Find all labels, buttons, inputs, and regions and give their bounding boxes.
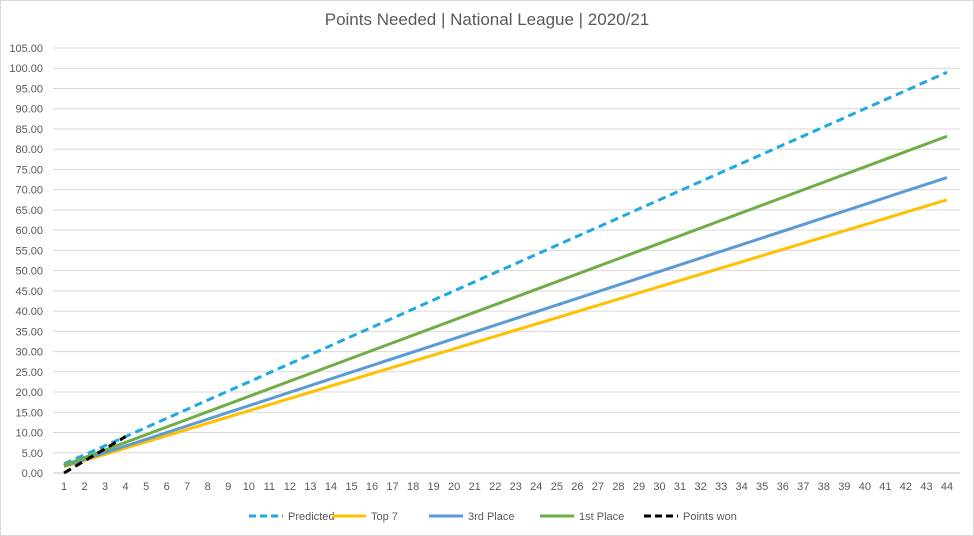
legend-item: 1st Place bbox=[540, 511, 624, 523]
x-tick-label: 43 bbox=[920, 481, 932, 493]
legend-item: Predicted bbox=[249, 511, 334, 523]
y-tick-label: 40.00 bbox=[15, 306, 43, 318]
x-tick-label: 42 bbox=[900, 481, 912, 493]
x-tick-label: 20 bbox=[448, 481, 460, 493]
y-tick-label: 10.00 bbox=[15, 428, 43, 440]
y-tick-label: 15.00 bbox=[15, 407, 43, 419]
x-tick-label: 3 bbox=[102, 481, 108, 493]
x-tick-label: 2 bbox=[81, 481, 87, 493]
x-tick-label: 6 bbox=[164, 481, 170, 493]
x-tick-label: 28 bbox=[612, 481, 624, 493]
series-line-top-7 bbox=[63, 198, 948, 469]
x-tick-label: 17 bbox=[386, 481, 398, 493]
legend: Predicted Top 7 3rd Place 1st Place Points w… bbox=[249, 511, 737, 523]
y-tick-label: 20.00 bbox=[15, 387, 43, 399]
x-tick-label: 26 bbox=[571, 481, 583, 493]
x-tick-label: 16 bbox=[366, 481, 378, 493]
legend-label: Points won bbox=[683, 511, 737, 523]
x-tick-label: 29 bbox=[633, 481, 645, 493]
y-tick-label: 55.00 bbox=[15, 245, 43, 257]
x-tick-label: 41 bbox=[879, 481, 891, 493]
x-tick-label: 10 bbox=[243, 481, 255, 493]
y-tick-label: 70.00 bbox=[15, 185, 43, 197]
chart-title: Points Needed | National League | 2020/2… bbox=[324, 10, 650, 29]
x-tick-label: 7 bbox=[184, 481, 190, 493]
x-tick-label: 32 bbox=[694, 481, 706, 493]
legend-label: 3rd Place bbox=[468, 511, 514, 523]
x-tick-label: 4 bbox=[123, 481, 129, 493]
legend-label: Predicted bbox=[288, 511, 334, 523]
x-tick-label: 21 bbox=[469, 481, 481, 493]
series-line-predicted bbox=[63, 70, 948, 466]
y-tick-label: 5.00 bbox=[22, 448, 43, 460]
x-tick-label: 18 bbox=[407, 481, 419, 493]
y-tick-label: 85.00 bbox=[15, 124, 43, 136]
y-tick-label: 95.00 bbox=[15, 83, 43, 95]
x-tick-label: 25 bbox=[551, 481, 563, 493]
x-tick-label: 40 bbox=[859, 481, 871, 493]
x-tick-label: 24 bbox=[530, 481, 542, 493]
y-tick-label: 75.00 bbox=[15, 164, 43, 176]
y-tick-label: 80.00 bbox=[15, 144, 43, 156]
x-tick-label: 38 bbox=[818, 481, 830, 493]
x-tick-label: 34 bbox=[736, 481, 748, 493]
legend-label: 1st Place bbox=[579, 511, 624, 523]
x-tick-label: 13 bbox=[304, 481, 316, 493]
y-tick-label: 50.00 bbox=[15, 266, 43, 278]
y-tick-label: 65.00 bbox=[15, 205, 43, 217]
legend-item: 3rd Place bbox=[429, 511, 514, 523]
y-tick-label: 90.00 bbox=[15, 104, 43, 116]
x-tick-label: 14 bbox=[325, 481, 337, 493]
x-tick-label: 19 bbox=[428, 481, 440, 493]
gridlines bbox=[53, 47, 960, 474]
x-axis-ticks: 1 2 3 4 5 6 7 8 9 10 11 12 13 14 15 16 17 18 19 20 21 22 23 24 2… bbox=[61, 481, 953, 493]
y-tick-label: 25.00 bbox=[15, 367, 43, 379]
x-tick-label: 27 bbox=[592, 481, 604, 493]
y-tick-label: 30.00 bbox=[15, 347, 43, 359]
x-tick-label: 36 bbox=[777, 481, 789, 493]
legend-label: Top 7 bbox=[371, 511, 398, 523]
x-tick-label: 31 bbox=[674, 481, 686, 493]
x-tick-label: 11 bbox=[264, 481, 275, 493]
y-tick-label: 45.00 bbox=[15, 286, 43, 298]
series-line-3rd-place bbox=[63, 176, 948, 468]
x-tick-label: 22 bbox=[489, 481, 501, 493]
legend-item: Top 7 bbox=[332, 511, 398, 523]
y-tick-label: 100.00 bbox=[9, 63, 43, 75]
y-tick-label: 60.00 bbox=[15, 225, 43, 237]
x-tick-label: 5 bbox=[143, 481, 149, 493]
x-tick-label: 23 bbox=[510, 481, 522, 493]
x-tick-label: 39 bbox=[838, 481, 850, 493]
series-line-1st-place bbox=[63, 134, 948, 467]
y-tick-label: 35.00 bbox=[15, 326, 43, 338]
y-tick-label: 0.00 bbox=[22, 468, 43, 480]
x-tick-label: 44 bbox=[941, 481, 953, 493]
series-line-points-won bbox=[63, 435, 127, 475]
x-tick-label: 8 bbox=[205, 481, 211, 493]
x-tick-label: 1 bbox=[61, 481, 67, 493]
x-tick-label: 33 bbox=[715, 481, 727, 493]
x-tick-label: 30 bbox=[653, 481, 665, 493]
x-tick-label: 12 bbox=[284, 481, 296, 493]
y-axis-ticks: 0.00 5.00 10.00 15.00 20.00 25.00 30.00 35.00 40… bbox=[9, 43, 43, 480]
x-tick-label: 15 bbox=[345, 481, 357, 493]
series-lines bbox=[63, 70, 948, 475]
x-tick-label: 9 bbox=[225, 481, 231, 493]
x-tick-label: 35 bbox=[756, 481, 768, 493]
legend-item: Points won bbox=[644, 511, 737, 523]
x-tick-label: 37 bbox=[797, 481, 809, 493]
y-tick-label: 105.00 bbox=[9, 43, 43, 55]
